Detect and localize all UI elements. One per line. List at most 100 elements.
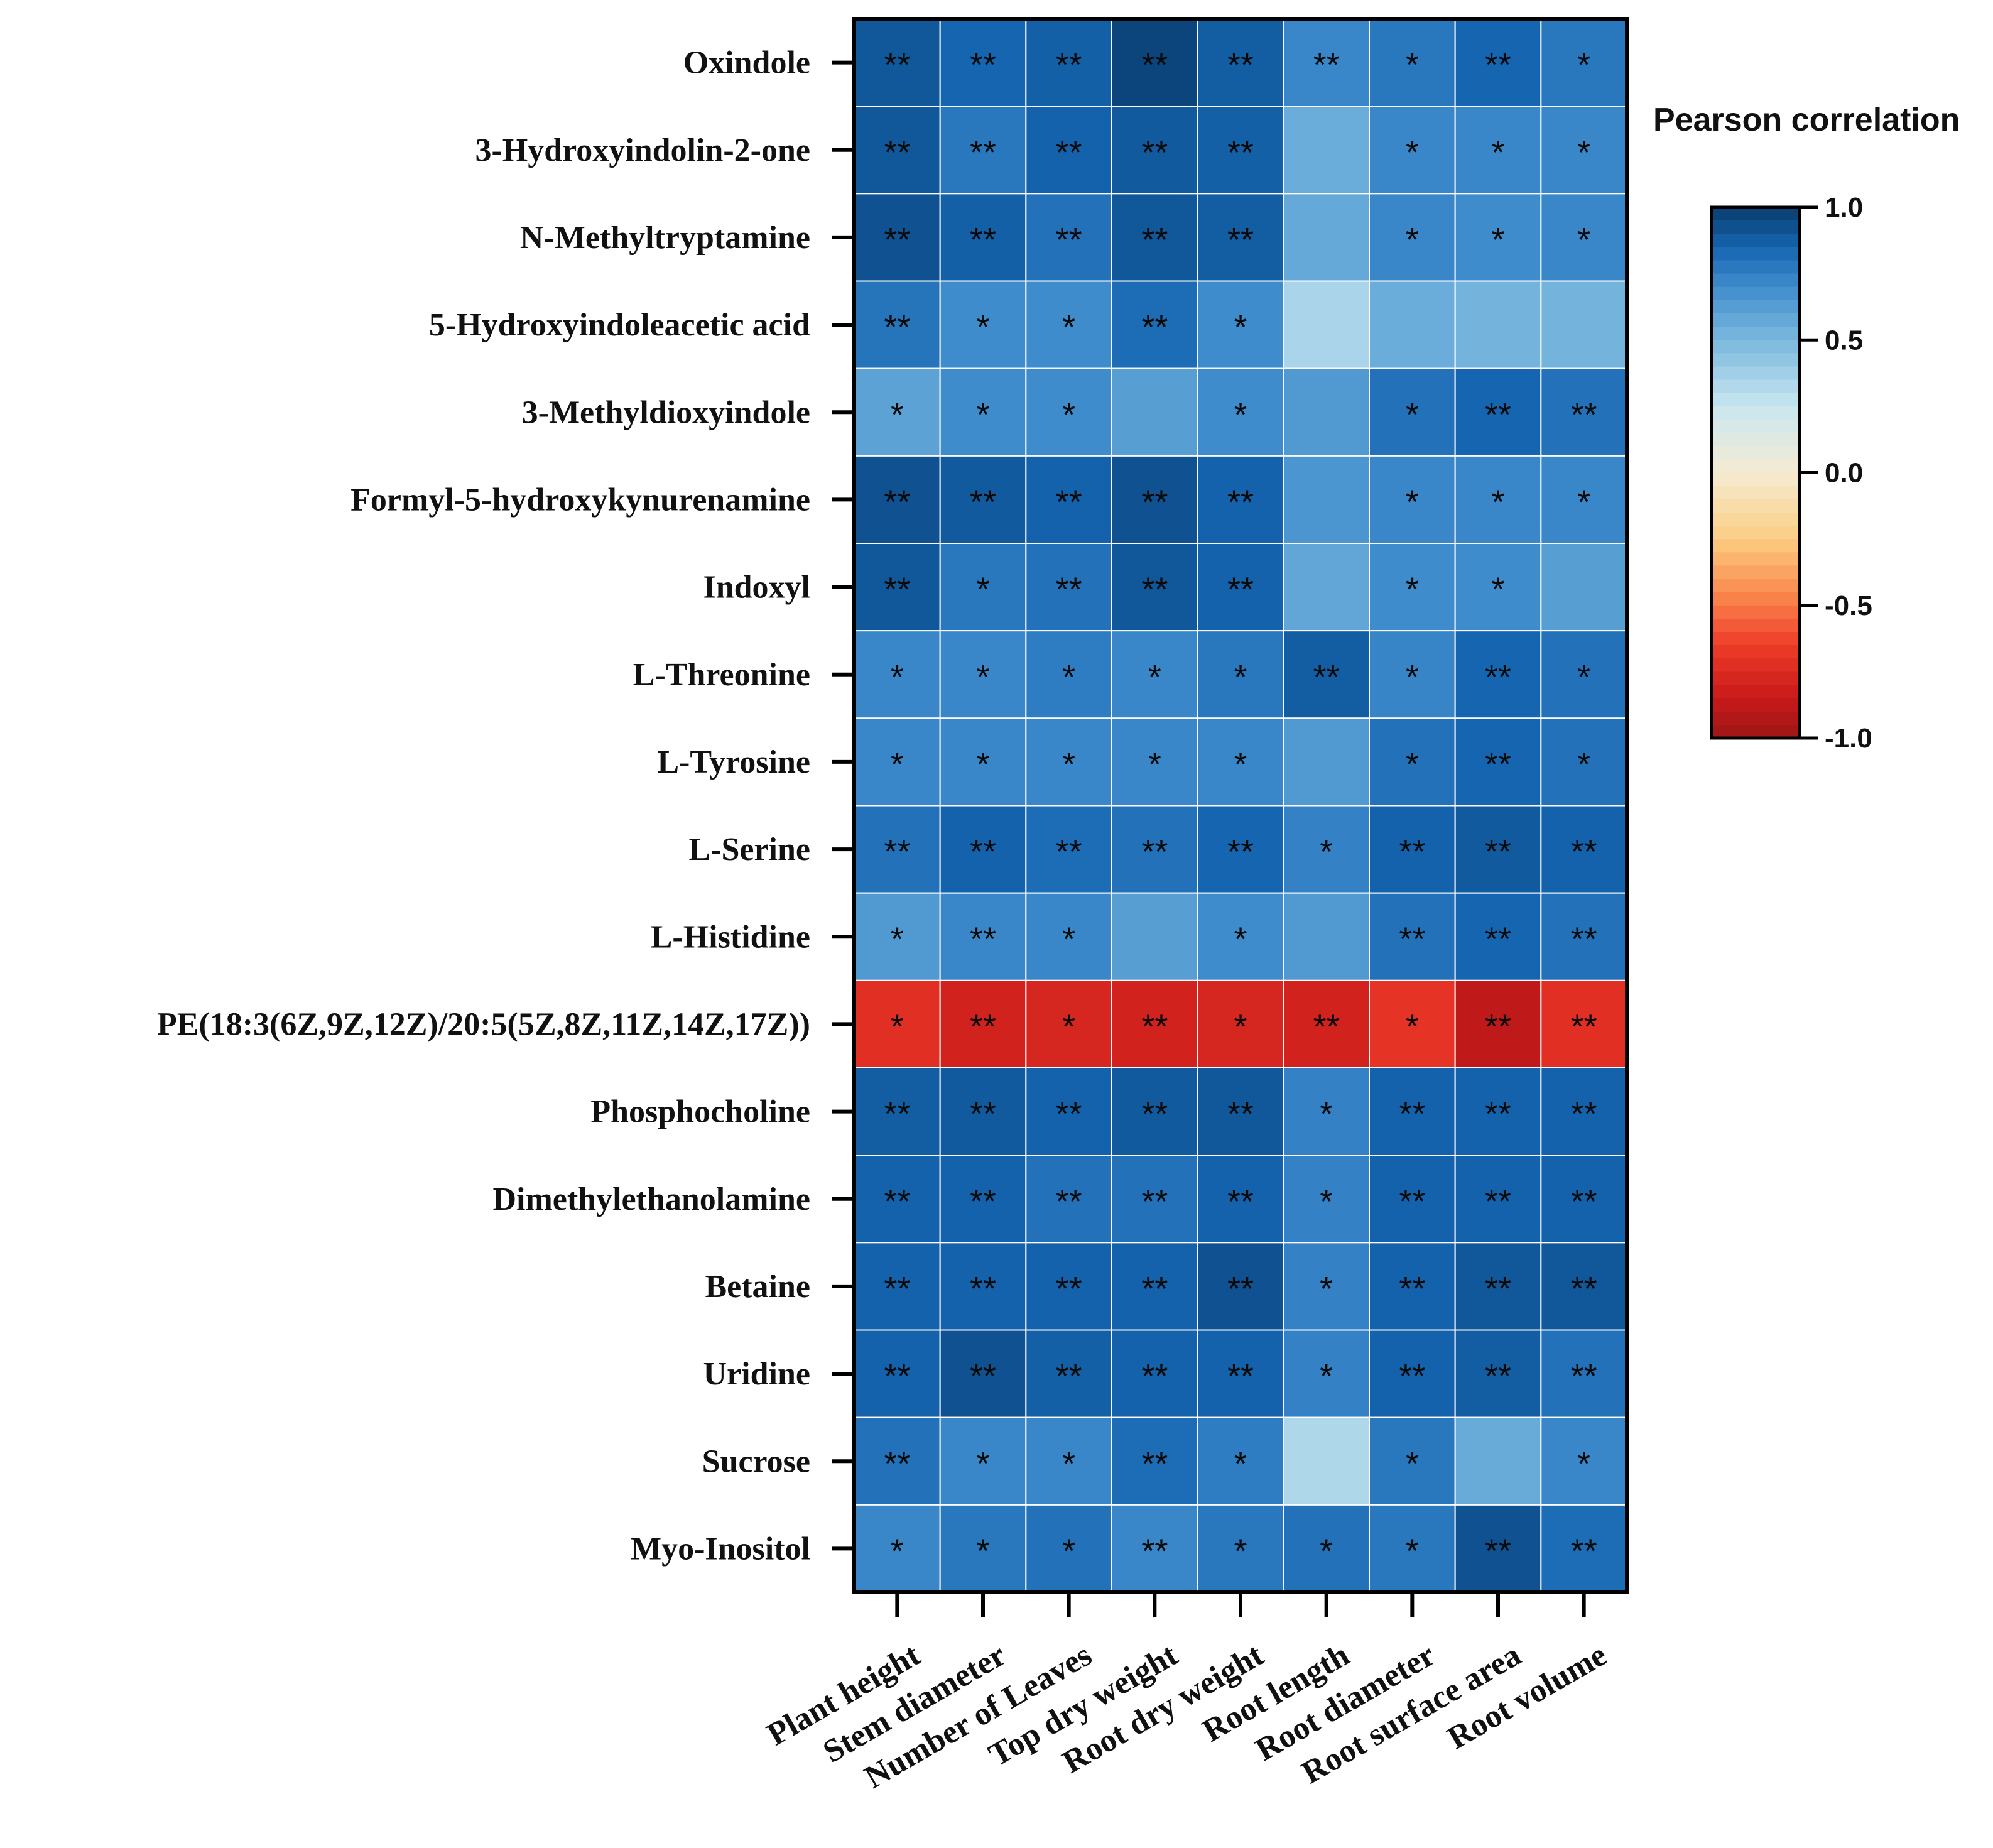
significance-marker: ** [1227, 1095, 1254, 1133]
row-label: 3-Hydroxyindolin-2-one [475, 133, 810, 168]
heatmap-cell [1283, 280, 1371, 369]
significance-marker: * [1320, 1270, 1333, 1308]
significance-marker: ** [970, 833, 996, 871]
heatmap-cell [854, 18, 941, 107]
significance-marker: ** [1227, 833, 1254, 871]
heatmap-cell [1369, 1067, 1456, 1156]
significance-marker: ** [1056, 221, 1082, 259]
legend-segment [1712, 433, 1800, 447]
significance-marker: * [1491, 483, 1504, 521]
heatmap-cell [1025, 979, 1113, 1069]
heatmap-cell [1197, 1416, 1284, 1506]
heatmap-cell [1540, 367, 1627, 457]
significance-marker: ** [884, 1095, 910, 1133]
legend-segment [1712, 286, 1800, 301]
heatmap-cell [1197, 1155, 1284, 1244]
significance-marker: * [1406, 1008, 1419, 1045]
heatmap-cell [1540, 455, 1627, 544]
significance-marker: ** [884, 1270, 910, 1308]
significance-marker: ** [1227, 1357, 1254, 1395]
significance-marker: * [1234, 1532, 1247, 1570]
significance-marker: ** [1485, 746, 1511, 783]
significance-marker: ** [1141, 221, 1168, 259]
significance-marker: ** [884, 46, 910, 84]
significance-marker: * [1062, 658, 1075, 696]
heatmap-cell [1454, 892, 1542, 981]
significance-marker: * [1062, 1532, 1075, 1570]
heatmap-cell [1283, 455, 1371, 544]
significance-marker: ** [1485, 658, 1511, 696]
legend-tick-label: -1.0 [1825, 723, 1872, 754]
heatmap-cell [854, 1155, 941, 1244]
heatmap-cell [1111, 193, 1198, 282]
significance-marker: ** [1141, 1095, 1168, 1133]
heatmap-cell [1283, 1242, 1371, 1331]
row-label: Formyl-5-hydroxykynurenamine [350, 482, 810, 518]
row-labels: Oxindole 3-Hydroxyindolin-2-one N-Methyltr… [157, 45, 854, 1567]
significance-marker: ** [1485, 1008, 1511, 1045]
heatmap-cell [1369, 106, 1456, 195]
row-label: L-Histidine [651, 919, 810, 955]
heatmap-cell [939, 367, 1027, 457]
significance-marker: ** [1399, 1270, 1425, 1308]
row-label: 3-Methyldioxyindole [522, 394, 810, 430]
significance-marker: * [976, 746, 989, 783]
legend-tick-label: 1.0 [1825, 192, 1863, 223]
heatmap-cell [1283, 367, 1371, 457]
heatmap-cell [1540, 892, 1627, 981]
legend-segment [1712, 632, 1800, 646]
legend-segment [1712, 313, 1800, 327]
legend-segment [1712, 724, 1800, 739]
significance-marker: * [891, 920, 904, 958]
significance-marker: * [1577, 483, 1590, 521]
heatmap-cell [1540, 717, 1627, 807]
significance-marker: ** [1056, 134, 1082, 171]
heatmap-cell [854, 717, 941, 807]
significance-marker: * [1577, 221, 1590, 259]
significance-marker: ** [1485, 396, 1511, 433]
heatmap-cell [1283, 106, 1371, 195]
legend-ticks: 1.0 0.5 0.0 -0.5 -1.0 [1800, 192, 1872, 754]
significance-marker: ** [1141, 483, 1168, 521]
significance-marker: ** [1485, 1183, 1511, 1220]
heatmap-cell [1025, 1155, 1113, 1244]
heatmap-cell [854, 543, 941, 632]
legend-segment [1712, 539, 1800, 553]
significance-marker: * [891, 1008, 904, 1045]
row-label: Indoxyl [703, 570, 810, 606]
significance-marker: ** [970, 46, 996, 84]
heatmap-cell [1283, 630, 1371, 719]
heatmap-cell [1197, 630, 1284, 719]
heatmap-cell [939, 455, 1027, 544]
heatmap-cell [1540, 1242, 1627, 1331]
legend-segment [1712, 486, 1800, 500]
heatmap-cell [1540, 106, 1627, 195]
significance-marker: ** [1485, 46, 1511, 84]
legend-segment [1712, 420, 1800, 433]
heatmap-cell [1540, 1504, 1627, 1593]
legend-color-bar [1710, 205, 1801, 740]
heatmap-cell [1025, 1504, 1113, 1593]
heatmap-cell [1540, 1155, 1627, 1244]
heatmap-cell [1369, 1155, 1456, 1244]
row-label: L-Serine [688, 832, 810, 867]
heatmap-cell [939, 280, 1027, 369]
significance-marker: ** [1227, 1183, 1254, 1220]
heatmap-cell [1111, 1242, 1198, 1331]
significance-marker: * [1320, 1183, 1333, 1220]
heatmap-cell [1540, 280, 1627, 369]
significance-marker: ** [1399, 920, 1425, 958]
legend-title: Pearson correlation [1653, 102, 1960, 138]
legend-segment [1712, 552, 1800, 566]
row-label: Betaine [705, 1269, 810, 1305]
significance-marker: ** [1056, 1095, 1082, 1133]
significance-marker: ** [1399, 833, 1425, 871]
significance-marker: ** [1571, 1357, 1597, 1395]
significance-marker: ** [1141, 833, 1168, 871]
significance-marker: ** [1141, 1270, 1168, 1308]
legend-segment [1712, 698, 1800, 712]
significance-marker: * [1234, 658, 1247, 696]
heatmap-cell [854, 979, 941, 1069]
significance-marker: ** [970, 1095, 996, 1133]
heatmap-cell [854, 1416, 941, 1506]
